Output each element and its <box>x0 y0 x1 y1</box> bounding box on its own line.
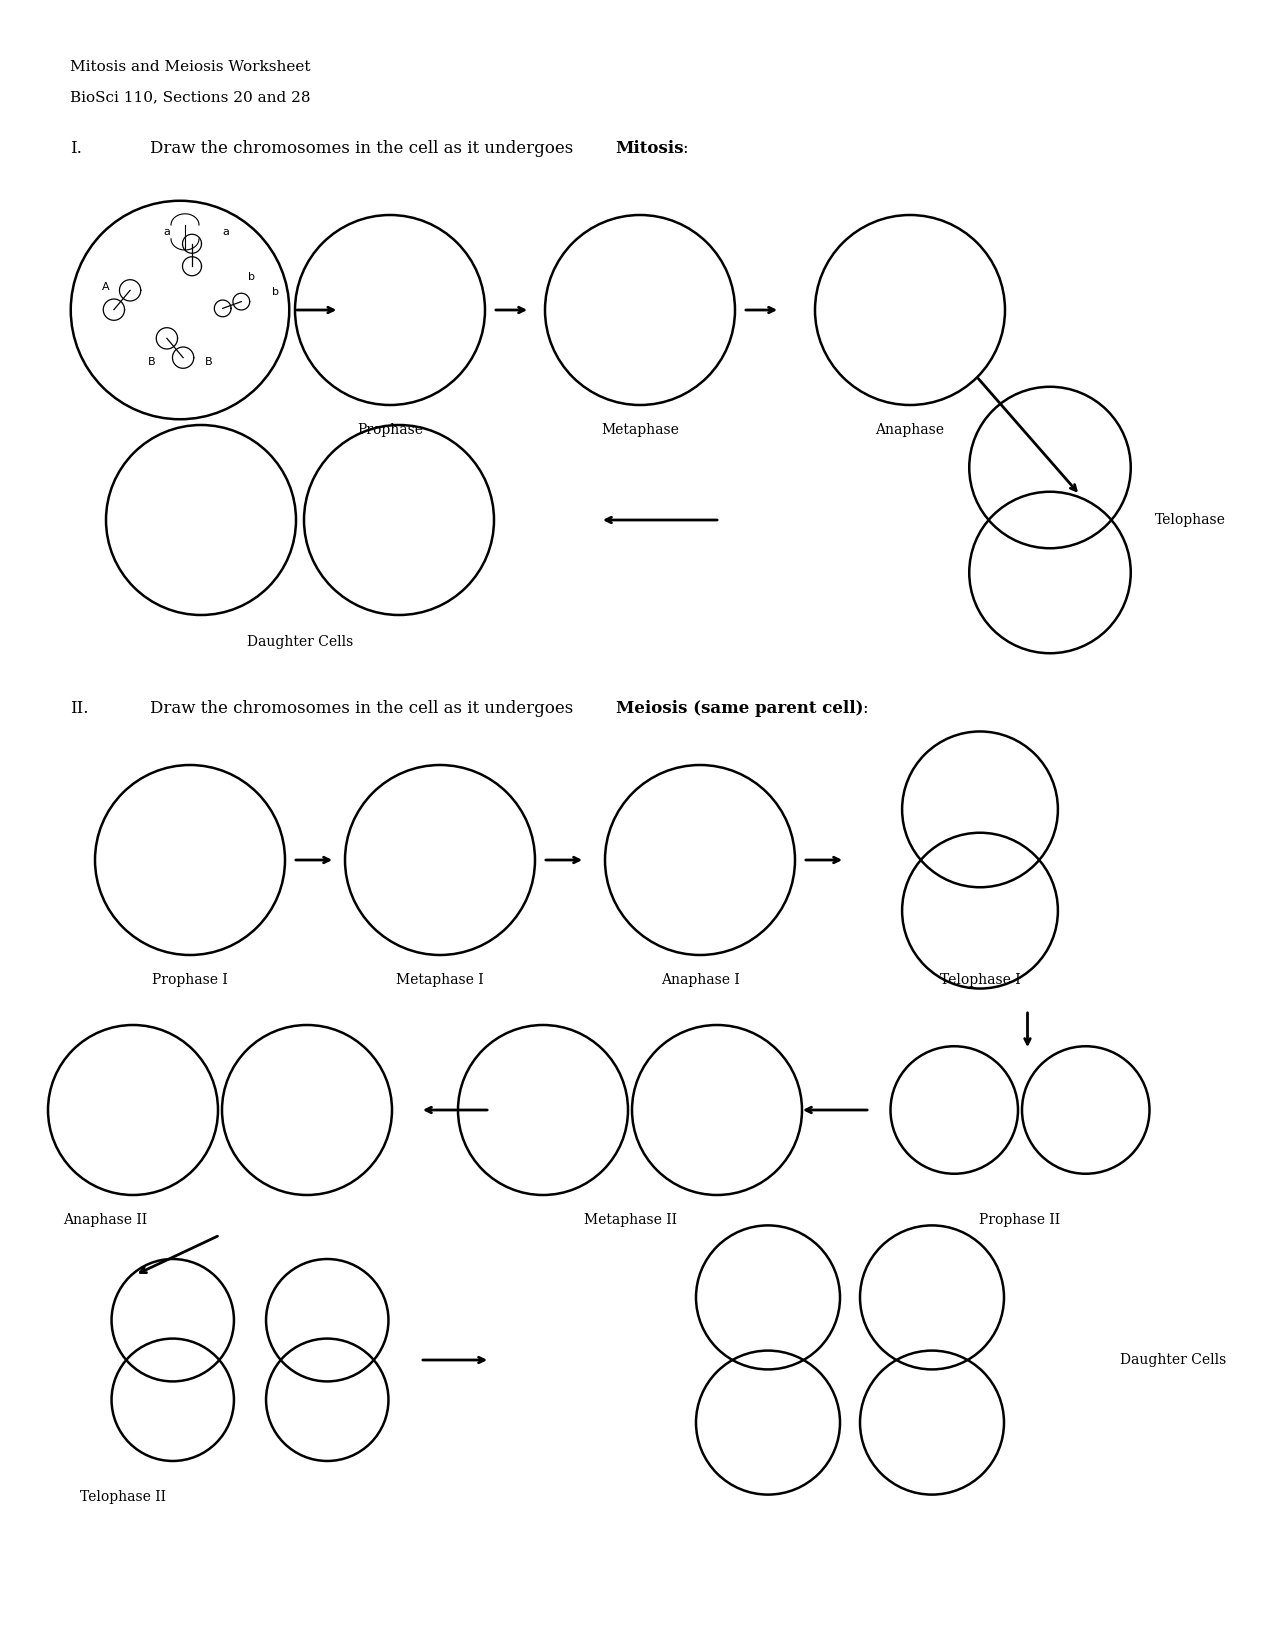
Text: Metaphase I: Metaphase I <box>397 974 483 987</box>
Text: a: a <box>163 228 170 238</box>
Text: Prophase I: Prophase I <box>152 974 228 987</box>
Text: Prophase II: Prophase II <box>979 1213 1061 1228</box>
Text: a: a <box>222 228 230 238</box>
Text: Telophase: Telophase <box>1155 513 1225 526</box>
Text: Anaphase: Anaphase <box>876 422 945 437</box>
Text: Anaphase I: Anaphase I <box>660 974 740 987</box>
Text: II.: II. <box>70 700 88 718</box>
Text: Draw the chromosomes in the cell as it undergoes: Draw the chromosomes in the cell as it u… <box>150 700 579 718</box>
Text: BioSci 110, Sections 20 and 28: BioSci 110, Sections 20 and 28 <box>70 91 311 104</box>
Text: :: : <box>862 700 868 718</box>
Text: B: B <box>205 356 213 366</box>
Text: Prophase: Prophase <box>357 422 423 437</box>
Text: Anaphase II: Anaphase II <box>62 1213 147 1228</box>
Text: b: b <box>272 287 279 297</box>
Text: Metaphase: Metaphase <box>601 422 678 437</box>
Text: B: B <box>148 356 156 366</box>
Text: Metaphase II: Metaphase II <box>584 1213 677 1228</box>
Text: Draw the chromosomes in the cell as it undergoes: Draw the chromosomes in the cell as it u… <box>150 140 579 157</box>
Text: A: A <box>102 282 110 292</box>
Text: Meiosis (same parent cell): Meiosis (same parent cell) <box>616 700 863 718</box>
Text: Daughter Cells: Daughter Cells <box>1119 1353 1227 1366</box>
Text: I.: I. <box>70 140 82 157</box>
Text: Telophase II: Telophase II <box>79 1490 166 1505</box>
Text: Daughter Cells: Daughter Cells <box>247 635 353 648</box>
Text: :: : <box>682 140 687 157</box>
Text: Mitosis: Mitosis <box>616 140 683 157</box>
Text: Mitosis and Meiosis Worksheet: Mitosis and Meiosis Worksheet <box>70 59 311 74</box>
Text: b: b <box>249 272 255 282</box>
Text: Telophase I: Telophase I <box>940 974 1020 987</box>
